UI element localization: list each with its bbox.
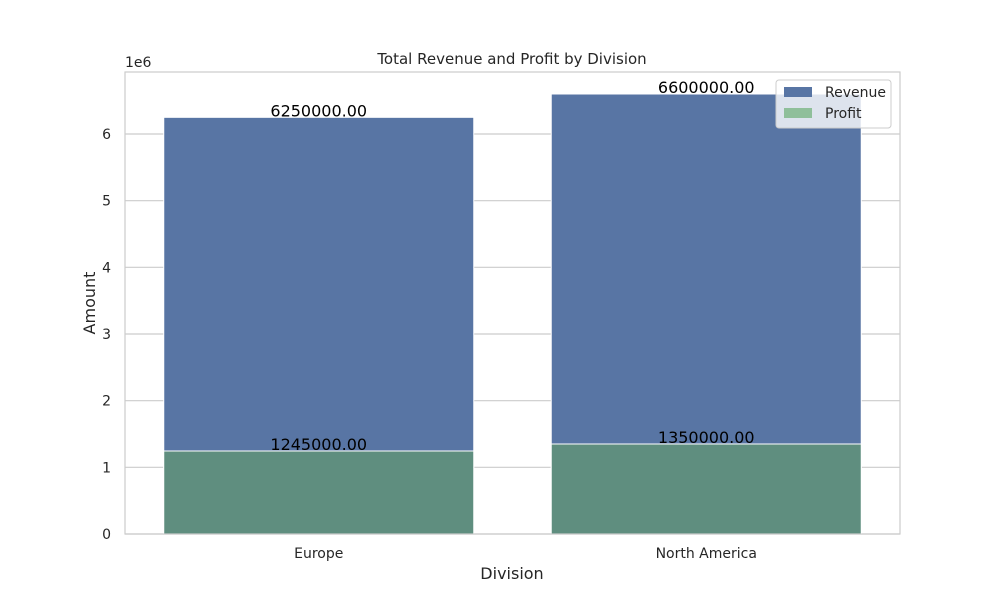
y-tick-label: 4 (102, 260, 111, 276)
y-tick-label: 3 (102, 327, 111, 343)
y-tick-label: 1 (102, 460, 111, 476)
chart-title: Total Revenue and Profit by Division (376, 50, 646, 68)
data-label-profit-0: 1245000.00 (270, 435, 367, 454)
y-axis-offset-label: 1e6 (125, 55, 152, 71)
y-tick-label: 2 (102, 394, 111, 410)
bars (163, 93, 862, 535)
x-tick-labels: Europe North America (294, 546, 757, 562)
bar-profit-north-america (550, 443, 862, 535)
y-tick-label: 5 (102, 194, 111, 210)
y-axis-title: Amount (80, 272, 99, 335)
legend: Revenue Profit (775, 79, 892, 129)
bar-profit-europe (163, 450, 475, 535)
legend-label-revenue: Revenue (825, 85, 886, 101)
y-tick-label: 6 (102, 127, 111, 143)
data-labels: 6250000.00 1245000.00 6600000.00 1350000.00 (270, 78, 754, 454)
y-tick-label: 0 (102, 527, 111, 543)
x-tick-label: North America (656, 546, 757, 562)
x-axis-title: Division (480, 564, 543, 583)
x-tick-label: Europe (294, 546, 343, 562)
data-label-revenue-1: 6600000.00 (658, 78, 755, 97)
y-tick-labels: 0 1 2 3 4 5 6 (102, 127, 111, 543)
legend-label-profit: Profit (825, 106, 862, 122)
legend-swatch-revenue (784, 87, 812, 97)
data-label-profit-1: 1350000.00 (658, 428, 755, 447)
plot-frame (124, 71, 901, 535)
data-label-revenue-0: 6250000.00 (270, 101, 367, 120)
legend-swatch-profit (784, 108, 812, 118)
